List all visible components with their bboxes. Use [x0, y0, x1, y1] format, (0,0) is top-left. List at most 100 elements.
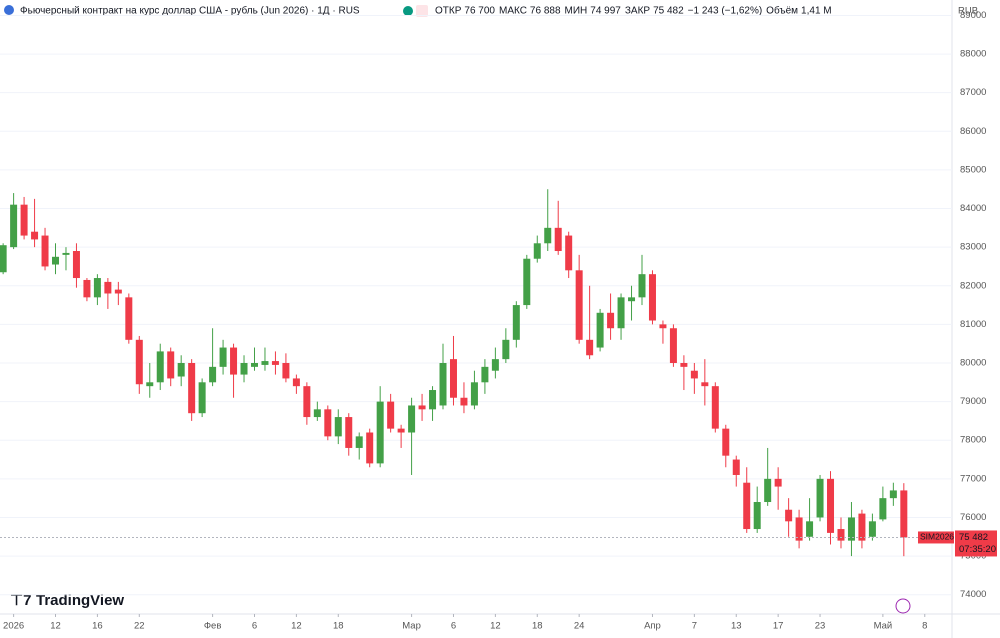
candle-body	[889, 490, 897, 499]
candle-body	[429, 390, 437, 410]
candle-body	[753, 502, 761, 530]
y-tick-label: 88000	[960, 49, 986, 60]
candle-body	[303, 386, 311, 418]
candle-body	[774, 478, 782, 487]
candle-body	[659, 324, 667, 329]
candle-body	[460, 397, 468, 406]
candle-body	[690, 370, 698, 379]
y-tick-label: 78000	[960, 435, 986, 446]
candle-body	[135, 339, 143, 385]
candle-body	[565, 235, 573, 271]
candle-body	[146, 382, 154, 387]
lightning-button[interactable]	[895, 598, 911, 614]
candle-body	[648, 274, 656, 321]
candle-body	[188, 362, 196, 414]
flag-icon	[4, 5, 14, 15]
candle-body	[680, 362, 688, 367]
x-tick-label: 18	[532, 621, 543, 632]
ohlc-label: ОТКР	[435, 6, 462, 17]
candle-body	[554, 227, 562, 252]
candle-body	[250, 362, 258, 367]
candle-body	[31, 231, 39, 240]
candle-body	[230, 347, 238, 375]
y-tick-label: 76000	[960, 512, 986, 523]
candle-body	[125, 297, 133, 340]
candle-body	[0, 245, 7, 273]
candle-body	[607, 312, 615, 329]
x-tick-label: 18	[333, 621, 344, 632]
candle-body	[20, 204, 28, 236]
candle-body	[209, 366, 217, 383]
ohlc-label: МИН	[565, 6, 588, 17]
x-tick-label: 8	[922, 621, 927, 632]
ohlc-value: 76 888	[530, 6, 561, 17]
candle-body	[575, 270, 583, 340]
candle-body	[41, 235, 49, 267]
logo: TradingView	[36, 592, 124, 609]
candle-body	[732, 459, 740, 475]
y-tick-label: 74000	[960, 589, 986, 600]
x-tick-label: Май	[874, 621, 893, 632]
candle-body	[408, 405, 416, 433]
price-tag-bg	[955, 530, 997, 557]
candle-body	[313, 409, 321, 418]
candle-body	[795, 517, 803, 541]
candle-body	[847, 517, 855, 541]
y-tick-label: 83000	[960, 242, 986, 253]
candle-body	[62, 252, 70, 255]
x-tick-label: Фев	[204, 621, 222, 632]
candle-body	[282, 362, 290, 379]
ohlc-value: 74 997	[590, 6, 621, 17]
candle-body	[858, 513, 866, 541]
candle-body	[544, 227, 552, 244]
candle-body	[701, 382, 709, 387]
candle-body	[827, 478, 835, 533]
candle-body	[271, 361, 279, 365]
candle-body	[523, 258, 531, 306]
candle-body	[586, 339, 594, 356]
candle-body	[177, 362, 185, 377]
candle-body	[669, 328, 677, 363]
candle-body	[397, 428, 405, 433]
x-tick-label: 7	[692, 621, 697, 632]
candle-body	[114, 289, 122, 294]
candle-body	[240, 362, 248, 375]
candle-body	[292, 378, 300, 387]
x-tick-label: 2026	[3, 621, 24, 632]
x-tick-label: 17	[773, 621, 784, 632]
y-tick-label: 87000	[960, 87, 986, 98]
candle-body	[104, 281, 112, 294]
candle-body	[512, 305, 520, 340]
y-tick-label: 89000	[960, 10, 986, 21]
ohlc-label: МАКС	[499, 6, 527, 17]
volume-value: 1,41 M	[801, 6, 832, 17]
candle-body	[219, 347, 227, 367]
candle-body	[596, 312, 604, 348]
candle-body	[868, 521, 876, 537]
candle-body	[711, 386, 719, 429]
ohlc-value: 76 700	[464, 6, 495, 17]
price-tag-symbol: SIM2026	[920, 532, 954, 542]
candle-body	[628, 297, 636, 302]
candle-body	[52, 256, 60, 265]
x-tick-label: Мар	[402, 621, 421, 632]
chart-title: Фьючерсный контракт на курс доллар США -…	[20, 5, 360, 17]
candle-body	[785, 509, 793, 522]
x-tick-label: 12	[490, 621, 501, 632]
candle-body	[900, 490, 908, 538]
price-tag-value: 75 482	[959, 532, 988, 543]
y-tick-label: 79000	[960, 396, 986, 407]
candle-body	[366, 432, 374, 464]
candle-body	[449, 359, 457, 398]
status-dot	[403, 6, 413, 16]
candle-body	[722, 428, 730, 456]
candle-body	[638, 274, 646, 298]
candle-body	[83, 279, 91, 298]
x-tick-label: 12	[50, 621, 61, 632]
x-tick-label: 23	[815, 621, 826, 632]
ohlc-label: ЗАКР	[625, 6, 651, 17]
candle-body	[806, 521, 814, 537]
x-tick-label: 12	[291, 621, 302, 632]
x-tick-label: 22	[134, 621, 145, 632]
